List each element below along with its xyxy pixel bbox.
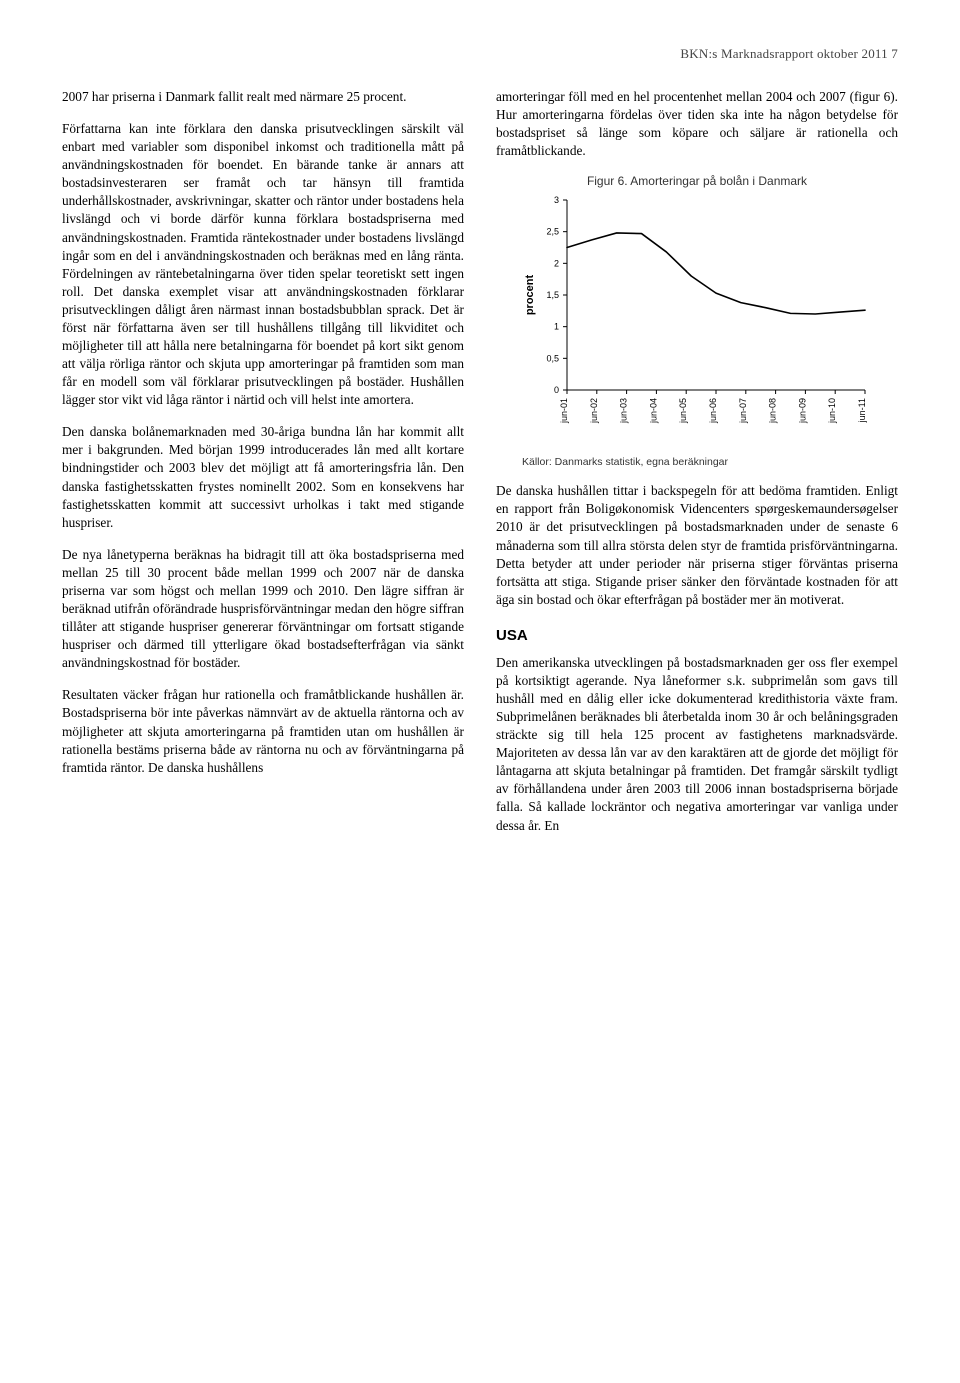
svg-text:jun-05: jun-05 — [678, 398, 688, 424]
page-header: BKN:s Marknadsrapport oktober 2011 7 — [62, 46, 898, 62]
chart-caption: Källor: Danmarks statistik, egna beräkni… — [522, 456, 898, 468]
right-column: amorteringar föll med en hel procentenhe… — [496, 88, 898, 849]
chart-container: 0 0,5 1 1,5 2 2,5 3 jun-01 jun-02 jun-03 jun-04 jun… — [496, 190, 898, 450]
chart-title: Figur 6. Amorteringar på bolån i Danmark — [496, 174, 898, 188]
svg-text:procent: procent — [524, 275, 536, 316]
svg-text:0,5: 0,5 — [546, 354, 559, 364]
svg-text:0: 0 — [554, 385, 559, 395]
body-text: Resultaten väcker frågan hur rationella … — [62, 686, 464, 776]
svg-text:jun-06: jun-06 — [708, 398, 718, 424]
svg-text:1,5: 1,5 — [546, 290, 559, 300]
body-text: Författarna kan inte förklara den danska… — [62, 120, 464, 409]
left-column: 2007 har priserna i Danmark fallit realt… — [62, 88, 464, 849]
svg-text:jun-07: jun-07 — [738, 398, 748, 424]
body-text: Den danska bolånemarknaden med 30-åriga … — [62, 423, 464, 531]
svg-text:1: 1 — [554, 322, 559, 332]
svg-text:jun-11: jun-11 — [857, 398, 867, 423]
body-text: amorteringar föll med en hel procentenhe… — [496, 88, 898, 160]
svg-text:3: 3 — [554, 195, 559, 205]
svg-text:jun-08: jun-08 — [768, 398, 778, 424]
body-text: De danska hushållen tittar i backspegeln… — [496, 482, 898, 609]
svg-text:2,5: 2,5 — [546, 227, 559, 237]
body-text: Den amerikanska utvecklingen på bostadsm… — [496, 654, 898, 835]
columns: 2007 har priserna i Danmark fallit realt… — [62, 88, 898, 849]
body-text: 2007 har priserna i Danmark fallit realt… — [62, 88, 464, 106]
svg-text:jun-01: jun-01 — [559, 398, 569, 424]
svg-text:jun-10: jun-10 — [827, 398, 837, 424]
section-title-usa: USA — [496, 627, 898, 644]
svg-text:jun-09: jun-09 — [797, 398, 807, 424]
page: BKN:s Marknadsrapport oktober 2011 7 200… — [0, 0, 960, 899]
svg-text:jun-03: jun-03 — [619, 398, 629, 424]
svg-text:jun-02: jun-02 — [589, 398, 599, 424]
body-text: De nya lånetyperna beräknas ha bidragit … — [62, 546, 464, 673]
svg-text:jun-04: jun-04 — [648, 398, 658, 424]
line-chart: 0 0,5 1 1,5 2 2,5 3 jun-01 jun-02 jun-03 jun-04 jun… — [517, 190, 877, 450]
svg-text:2: 2 — [554, 259, 559, 269]
